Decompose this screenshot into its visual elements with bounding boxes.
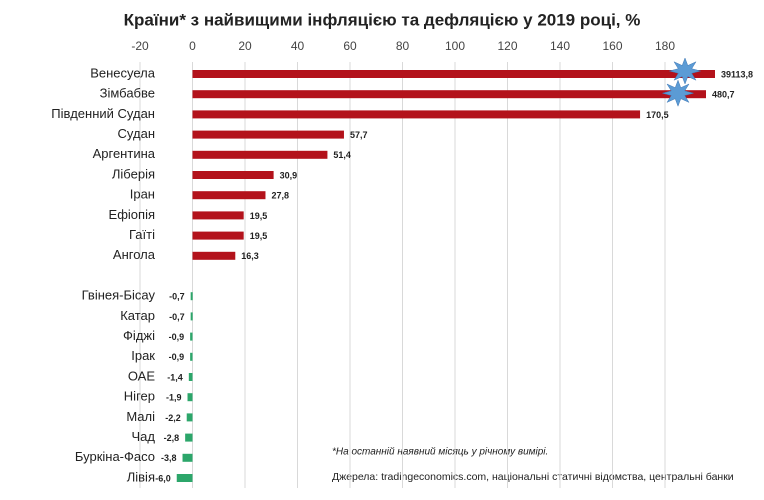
bar: [190, 312, 193, 321]
y-tick-label: Чад: [132, 429, 156, 444]
bar: [192, 70, 715, 78]
bar: [192, 191, 266, 200]
x-tick-label: 160: [602, 39, 622, 53]
source: Джерела: tradingeconomics.com, національ…: [332, 471, 734, 483]
value-label: -0,7: [169, 292, 185, 302]
y-tick-label: Ефіопія: [109, 207, 155, 222]
x-tick-label: 140: [550, 39, 570, 53]
bar: [190, 292, 193, 301]
y-tick-label: Ангола: [113, 247, 156, 262]
x-tick-label: 60: [343, 39, 357, 53]
x-tick-label: 40: [291, 39, 305, 53]
y-tick-label: Південний Судан: [51, 106, 155, 121]
x-tick-label: -20: [131, 39, 149, 53]
footnote: *На останній наявний місяць у річному ви…: [332, 447, 548, 458]
bar: [182, 453, 193, 462]
bar: [192, 231, 244, 240]
y-tick-label: ОАЕ: [128, 368, 155, 383]
value-label: -3,8: [161, 453, 177, 463]
y-tick-label: Ірак: [131, 348, 155, 363]
y-tick-label: Іран: [130, 187, 155, 202]
y-tick-label: Нігер: [124, 389, 155, 404]
x-tick-label: 100: [445, 39, 465, 53]
value-label: -1,4: [167, 372, 183, 382]
value-label: 480,7: [712, 90, 735, 100]
value-label: -6,0: [155, 473, 171, 483]
value-label: 170,5: [646, 110, 669, 120]
y-tick-label: Зімбабве: [100, 86, 155, 101]
value-label: -0,9: [169, 352, 185, 362]
y-tick-label: Судан: [118, 126, 155, 141]
bar: [190, 332, 193, 341]
value-label: -2,2: [165, 413, 181, 423]
bar: [192, 110, 641, 119]
bar: [192, 211, 244, 220]
y-tick-label: Фіджі: [123, 328, 155, 343]
bar: [176, 474, 193, 482]
axis-break: [668, 57, 702, 85]
y-tick-label: Ліберія: [112, 166, 155, 181]
value-label: 27,8: [271, 191, 289, 201]
value-label: 39113,8: [721, 69, 753, 79]
bar: [190, 352, 193, 361]
y-tick-label: Буркіна-Фасо: [75, 449, 155, 464]
bar: [186, 413, 193, 422]
bar: [188, 373, 193, 381]
x-tick-label: 120: [497, 39, 517, 53]
bar: [192, 171, 274, 179]
bar: [192, 90, 706, 99]
value-label: -1,9: [166, 393, 182, 403]
bar: [185, 433, 193, 442]
y-tick-label: Венесуела: [90, 65, 156, 80]
y-tick-label: Аргентина: [93, 146, 156, 161]
value-label: -0,9: [169, 332, 185, 342]
value-label: 19,5: [250, 231, 268, 241]
chart-title: Країни* з найвищими інфляцією та дефляці…: [124, 10, 641, 29]
y-tick-label: Гвінея-Бісау: [82, 288, 156, 303]
x-tick-label: 80: [396, 39, 410, 53]
value-label: 57,7: [350, 130, 368, 140]
value-label: -0,7: [169, 312, 185, 322]
bar: [187, 393, 193, 402]
bar: [192, 130, 344, 139]
axis-break: [661, 79, 695, 107]
bar: [192, 251, 236, 260]
bar: [192, 150, 328, 159]
x-tick-label: 0: [189, 39, 196, 53]
value-label: 19,5: [250, 211, 268, 221]
x-tick-label: 180: [655, 39, 675, 53]
value-label: 51,4: [333, 150, 351, 160]
x-tick-label: 20: [238, 39, 252, 53]
y-tick-label: Гаїті: [129, 227, 155, 242]
value-label: -2,8: [164, 433, 180, 443]
y-tick-label: Малі: [126, 409, 155, 424]
y-tick-label: Катар: [120, 308, 155, 323]
y-tick-label: Лівія: [127, 469, 155, 484]
value-label: 30,9: [280, 170, 298, 180]
value-label: 16,3: [241, 251, 259, 261]
